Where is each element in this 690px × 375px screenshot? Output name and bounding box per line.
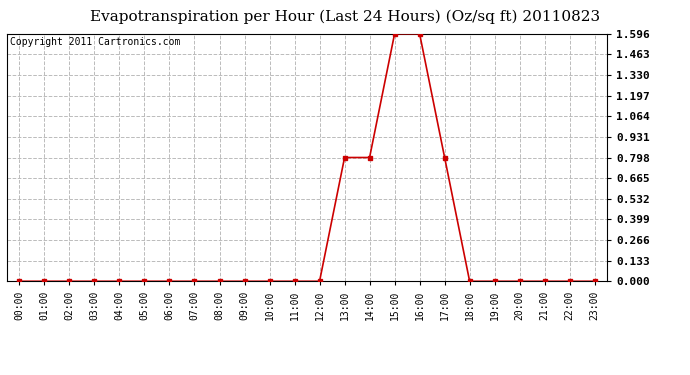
Text: Evapotranspiration per Hour (Last 24 Hours) (Oz/sq ft) 20110823: Evapotranspiration per Hour (Last 24 Hou… (90, 9, 600, 24)
Text: Copyright 2011 Cartronics.com: Copyright 2011 Cartronics.com (10, 38, 180, 48)
